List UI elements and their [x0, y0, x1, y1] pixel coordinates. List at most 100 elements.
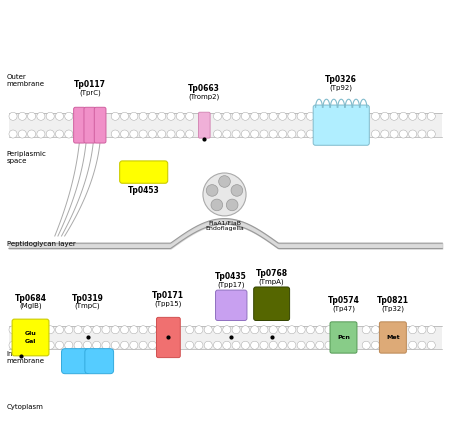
Circle shape	[260, 341, 268, 349]
Text: (Tp92): (Tp92)	[330, 84, 353, 91]
Circle shape	[9, 130, 17, 138]
Circle shape	[120, 326, 128, 334]
FancyBboxPatch shape	[62, 349, 90, 374]
Circle shape	[139, 341, 147, 349]
Text: Cytoplasm: Cytoplasm	[7, 404, 44, 410]
Circle shape	[158, 130, 166, 138]
Circle shape	[371, 326, 379, 334]
Circle shape	[18, 130, 26, 138]
Circle shape	[260, 130, 268, 138]
Circle shape	[213, 112, 221, 120]
Circle shape	[362, 326, 370, 334]
Circle shape	[65, 326, 73, 334]
Circle shape	[18, 112, 26, 120]
Circle shape	[251, 341, 259, 349]
Circle shape	[176, 112, 185, 120]
Circle shape	[9, 112, 17, 120]
Circle shape	[92, 326, 101, 334]
Text: (TmpA): (TmpA)	[259, 278, 285, 285]
Circle shape	[306, 130, 314, 138]
FancyBboxPatch shape	[84, 107, 96, 143]
Text: (Tpp17): (Tpp17)	[217, 281, 245, 288]
Text: (Tromp2): (Tromp2)	[189, 93, 220, 100]
Circle shape	[278, 341, 286, 349]
Circle shape	[37, 130, 45, 138]
Circle shape	[288, 130, 296, 138]
Circle shape	[55, 112, 63, 120]
Circle shape	[120, 130, 128, 138]
Circle shape	[185, 130, 194, 138]
Circle shape	[74, 341, 82, 349]
Circle shape	[288, 112, 296, 120]
Circle shape	[185, 326, 194, 334]
Circle shape	[409, 112, 417, 120]
Circle shape	[65, 130, 73, 138]
Circle shape	[203, 173, 246, 216]
Circle shape	[278, 112, 286, 120]
Circle shape	[46, 326, 54, 334]
Text: Periplasmic
space: Periplasmic space	[7, 151, 47, 164]
Circle shape	[409, 341, 417, 349]
FancyBboxPatch shape	[119, 161, 168, 183]
Circle shape	[306, 341, 314, 349]
Circle shape	[213, 130, 221, 138]
FancyBboxPatch shape	[313, 105, 369, 145]
Circle shape	[232, 341, 240, 349]
Circle shape	[9, 341, 17, 349]
FancyBboxPatch shape	[85, 349, 114, 374]
Circle shape	[46, 112, 54, 120]
Circle shape	[65, 341, 73, 349]
Text: FlaA1/FlaB: FlaA1/FlaB	[208, 220, 241, 225]
Circle shape	[213, 326, 221, 334]
Text: Tp0821: Tp0821	[377, 296, 409, 305]
Circle shape	[219, 176, 230, 187]
Circle shape	[427, 130, 435, 138]
Circle shape	[9, 326, 17, 334]
Circle shape	[241, 130, 249, 138]
FancyBboxPatch shape	[216, 290, 247, 320]
FancyBboxPatch shape	[74, 107, 85, 143]
Circle shape	[130, 341, 138, 349]
Circle shape	[381, 112, 389, 120]
Text: Tp0663: Tp0663	[189, 84, 220, 93]
Circle shape	[269, 341, 277, 349]
Text: (Tpp15): (Tpp15)	[155, 300, 182, 307]
Circle shape	[65, 112, 73, 120]
Circle shape	[418, 326, 426, 334]
Text: Tp0453: Tp0453	[128, 186, 159, 195]
Circle shape	[325, 341, 333, 349]
Circle shape	[111, 112, 119, 120]
Circle shape	[325, 326, 333, 334]
Circle shape	[260, 326, 268, 334]
FancyBboxPatch shape	[330, 322, 357, 353]
Circle shape	[111, 130, 119, 138]
Circle shape	[251, 130, 259, 138]
Circle shape	[390, 130, 398, 138]
Circle shape	[111, 326, 119, 334]
Bar	[9, 113, 442, 138]
Circle shape	[206, 185, 218, 196]
Circle shape	[371, 130, 379, 138]
Circle shape	[27, 130, 35, 138]
Circle shape	[55, 341, 63, 349]
FancyBboxPatch shape	[94, 107, 106, 143]
Circle shape	[148, 112, 156, 120]
Circle shape	[37, 112, 45, 120]
Circle shape	[278, 130, 286, 138]
Circle shape	[148, 326, 156, 334]
Circle shape	[278, 326, 286, 334]
Circle shape	[55, 326, 63, 334]
Text: Glu: Glu	[25, 330, 36, 336]
Circle shape	[102, 326, 110, 334]
Text: Tp0117: Tp0117	[74, 80, 106, 89]
Circle shape	[316, 341, 324, 349]
Text: Outer
membrane: Outer membrane	[7, 74, 45, 87]
FancyBboxPatch shape	[254, 287, 290, 320]
Circle shape	[241, 341, 249, 349]
Text: (Tp32): (Tp32)	[381, 305, 405, 312]
Circle shape	[241, 112, 249, 120]
Circle shape	[269, 130, 277, 138]
Circle shape	[226, 199, 238, 211]
Text: Pcn: Pcn	[337, 335, 350, 340]
Text: Tp0326: Tp0326	[326, 75, 357, 84]
